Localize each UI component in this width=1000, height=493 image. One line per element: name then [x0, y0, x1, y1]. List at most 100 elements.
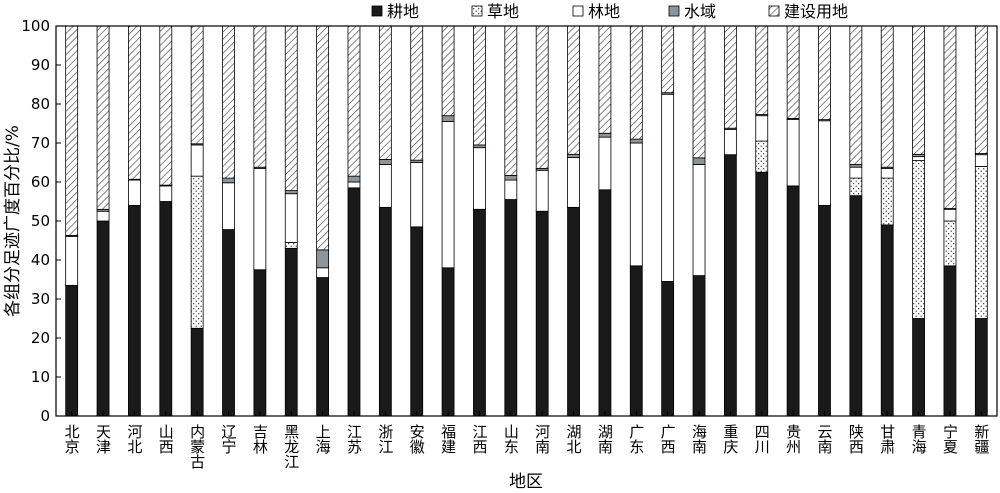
y-tick-label: 30	[31, 290, 50, 308]
bar-segment-series-0	[284, 247, 298, 417]
bar-segment-series-0	[598, 189, 612, 417]
bar-segment-series-3	[441, 115, 455, 122]
bar-segment-series-3	[473, 144, 486, 149]
x-tick-label: 辽宁	[220, 424, 238, 454]
bar-segment-series-4	[849, 25, 863, 165]
x-tick-label: 上海	[314, 424, 332, 454]
bar-segment-series-4	[410, 25, 424, 161]
bar-segment-series-2	[347, 181, 361, 189]
legend: 耕地 草地 林地 水域 建设用地	[371, 2, 848, 21]
bar-segment-series-3	[504, 174, 518, 181]
x-tick-label: 湖南	[596, 424, 614, 454]
bar-segment-series-2	[849, 166, 863, 179]
legend-label-series-2: 林地	[588, 2, 620, 21]
bar-segment-series-4	[755, 25, 769, 115]
bar-segment-series-0	[253, 269, 267, 417]
bar-segment-series-0	[96, 220, 110, 417]
x-tick-label: 陕西	[847, 424, 865, 454]
x-tick-label: 山东	[502, 424, 520, 454]
bar-segment-series-0	[504, 199, 518, 417]
bar-segment-series-0	[190, 327, 204, 417]
bar-segment-series-1	[912, 160, 925, 319]
bar-segment-series-2	[473, 147, 486, 210]
bar-segment-series-0	[912, 318, 925, 417]
bar-segment-series-0	[535, 210, 549, 417]
bar-segment-series-4	[818, 25, 831, 120]
bar-segment-series-1	[755, 140, 769, 173]
x-tick-label: 内蒙古	[188, 424, 206, 469]
bar-segment-series-0	[347, 187, 361, 417]
x-axis: 北京 天津 河北 山西 内蒙古 辽宁 吉林 黑龙江 上海 江苏 浙江 安徽 福建 江西 山东 河南 湖北 湖南 广东…	[63, 411, 990, 469]
bar-segment-series-4	[347, 25, 361, 177]
bar-segment-series-0	[159, 201, 173, 417]
bar-segment-series-0	[629, 265, 643, 417]
legend-label-series-0: 耕地	[387, 2, 419, 21]
y-axis-title: 各组分足迹广度百分比/%	[3, 125, 23, 317]
bar-segment-series-0	[786, 185, 800, 417]
bar-segment-series-2	[284, 193, 298, 243]
bar-segment-series-2	[912, 156, 925, 161]
bar-segment-series-2	[159, 185, 173, 202]
bar-segment-series-4	[629, 25, 643, 140]
bar-segment-series-2	[504, 179, 518, 200]
x-tick-label: 河南	[533, 424, 551, 454]
bar-segment-series-4	[535, 25, 549, 169]
bar-segment-series-4	[912, 25, 925, 155]
bar-segment-series-0	[410, 226, 424, 417]
bar-segment-series-4	[598, 25, 612, 134]
x-tick-label: 云南	[815, 424, 833, 454]
x-tick-label: 海南	[690, 424, 708, 454]
y-tick-label: 50	[31, 212, 50, 230]
bar-segment-series-4	[723, 25, 737, 129]
bar-segment-series-3	[222, 177, 235, 184]
bar-segment-series-0	[567, 206, 580, 417]
bar-segment-series-4	[473, 25, 486, 146]
bar-segment-series-4	[974, 25, 988, 154]
bar-segment-series-1	[974, 165, 988, 319]
x-tick-label: 甘肃	[878, 424, 896, 454]
bar-segment-series-4	[943, 25, 957, 209]
x-tick-label: 重庆	[721, 424, 739, 454]
bar-segment-series-3	[316, 249, 330, 269]
bar-segment-series-4	[786, 25, 800, 119]
bar-segment-series-1	[849, 177, 863, 197]
bar-segment-series-4	[692, 25, 706, 159]
bar-segment-series-1	[880, 177, 894, 226]
legend-swatch-series-0	[371, 5, 383, 17]
bar-segment-series-4	[253, 25, 267, 168]
bar-segment-series-3	[849, 164, 863, 168]
bar-segment-series-0	[65, 284, 79, 417]
bar-segment-series-2	[943, 208, 957, 222]
bar-segment-series-3	[629, 138, 643, 144]
bar-segment-series-0	[880, 224, 894, 417]
bar-segment-series-4	[222, 25, 235, 179]
bar-segment-series-0	[723, 154, 737, 417]
x-tick-label: 宁夏	[941, 424, 959, 454]
bar-segment-series-4	[378, 25, 392, 160]
bar-segment-series-0	[661, 281, 675, 417]
bar-segment-series-0	[849, 195, 863, 417]
x-tick-label: 湖北	[565, 424, 583, 454]
x-tick-label: 江苏	[345, 424, 363, 455]
bar-segment-series-2	[567, 157, 580, 208]
bar-segment-series-4	[159, 25, 173, 186]
bar-segment-series-2	[629, 142, 643, 267]
bar-segment-series-1	[190, 175, 204, 329]
x-tick-label: 浙江	[376, 424, 394, 454]
bar-segment-series-3	[284, 190, 298, 195]
y-tick-label: 10	[31, 368, 50, 386]
y-tick-label: 80	[31, 95, 50, 113]
bar-segment-series-3	[567, 153, 580, 158]
bar-segment-series-0	[943, 265, 957, 417]
x-tick-label: 四川	[753, 424, 771, 454]
legend-label-series-1: 草地	[487, 2, 519, 21]
x-tick-label: 广东	[627, 424, 645, 454]
legend-swatch-series-3	[668, 5, 680, 17]
bar-segment-series-2	[723, 128, 737, 156]
bar-segment-series-4	[284, 25, 298, 191]
bar-segment-series-3	[598, 132, 612, 138]
y-tick-label: 90	[31, 56, 50, 74]
bar-segment-series-0	[974, 318, 988, 417]
bar-segment-series-2	[535, 169, 549, 212]
